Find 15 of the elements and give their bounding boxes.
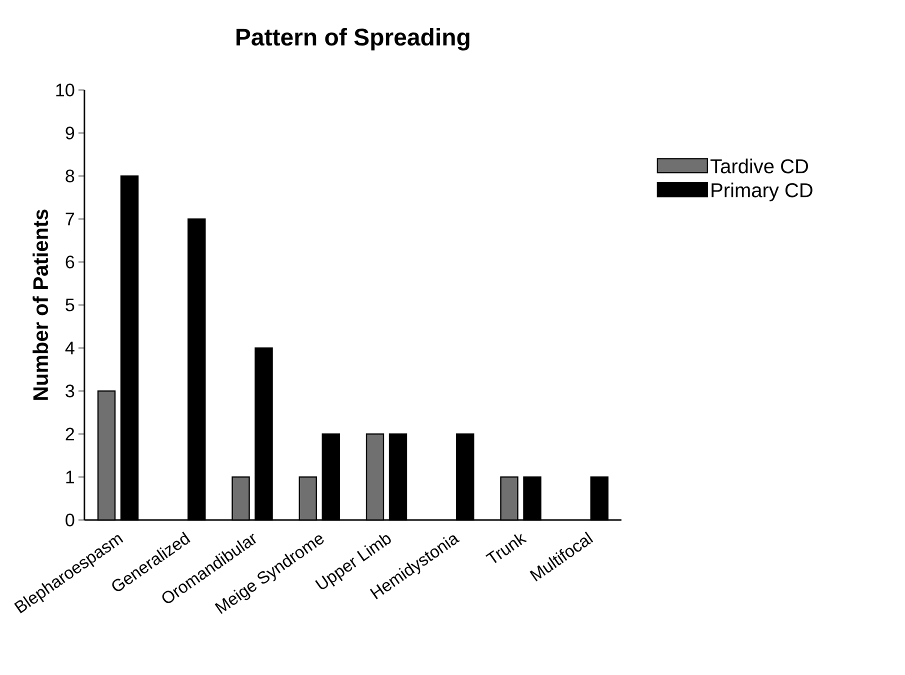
y-tick-label: 0 bbox=[66, 514, 74, 526]
legend-label: Tardive CD bbox=[710, 158, 808, 174]
legend-label: Primary CD bbox=[712, 182, 812, 202]
y-tick-label: 7 bbox=[66, 212, 74, 226]
y-tick-label: 1 bbox=[66, 470, 74, 484]
y-tick-label: 2 bbox=[66, 428, 74, 440]
y-tick-label: 6 bbox=[66, 256, 74, 268]
y-tick-label: 9 bbox=[66, 126, 74, 140]
chart-title: Pattern of Spreading bbox=[236, 28, 470, 51]
y-tick-label: 3 bbox=[66, 384, 74, 398]
y-tick-label: 8 bbox=[66, 170, 74, 182]
y-tick-label: 5 bbox=[66, 298, 74, 312]
y-tick-label: 4 bbox=[65, 342, 74, 354]
y-tick-label: 10 bbox=[56, 84, 74, 96]
y-axis-title: Number of Patients bbox=[32, 210, 48, 400]
